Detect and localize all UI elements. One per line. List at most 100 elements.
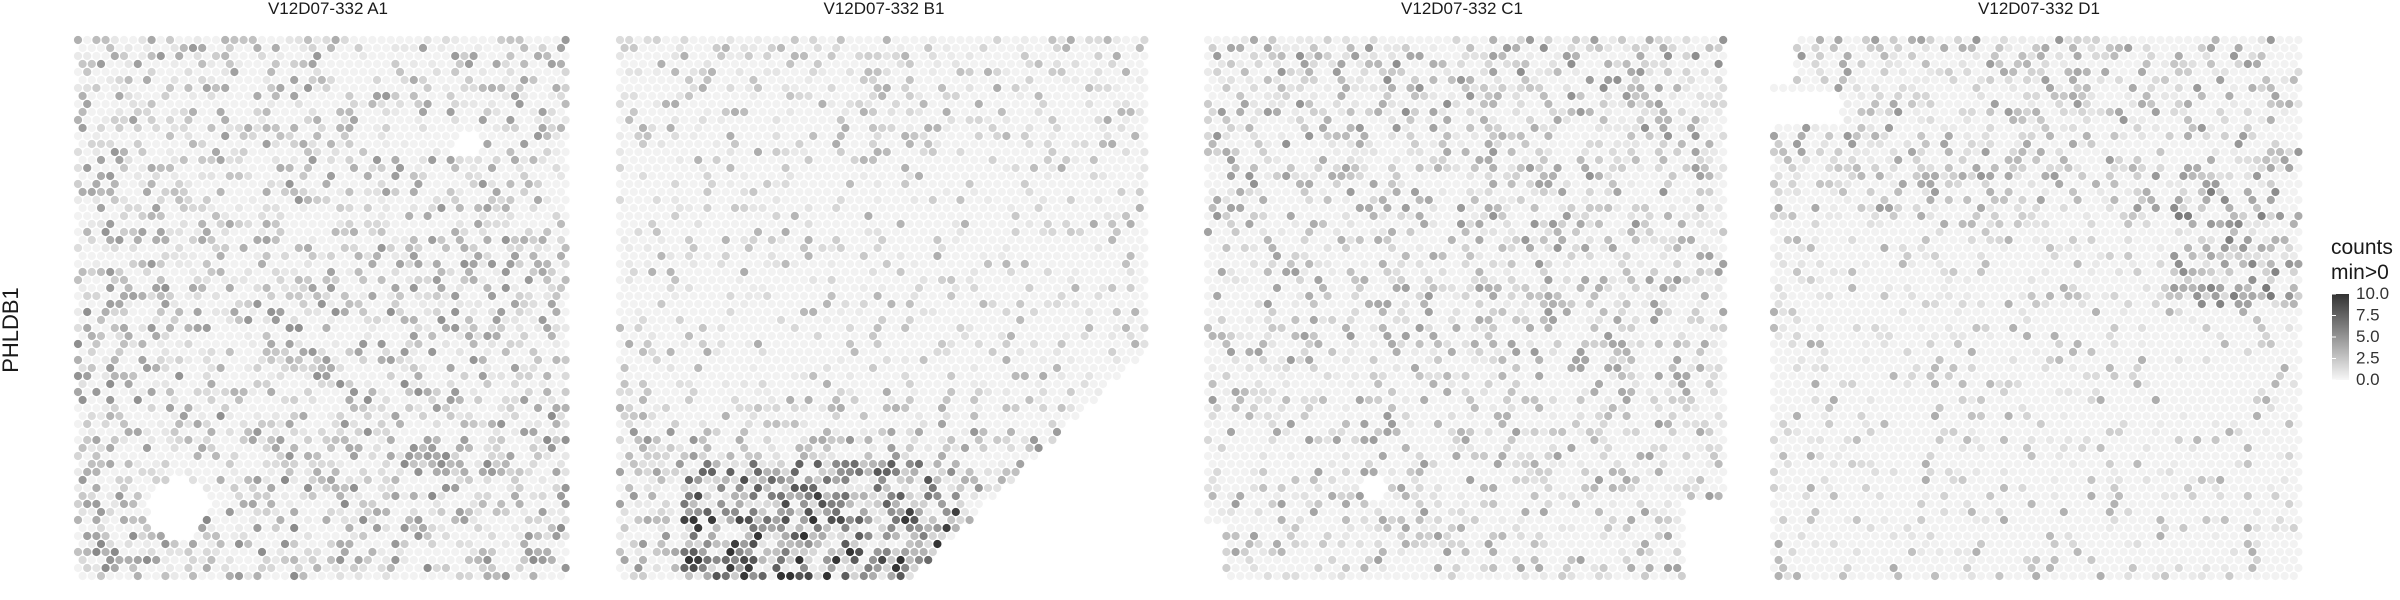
spot [414,323,423,333]
spot [1094,99,1103,109]
spot [271,395,280,405]
spot [1089,123,1098,133]
spot [753,179,763,189]
spot [313,435,322,445]
spot [303,163,313,173]
spot [730,91,740,101]
spot [322,435,331,445]
spot [1117,219,1126,229]
spot [556,43,566,53]
spot [547,283,556,293]
spot [1085,131,1094,141]
spot [721,219,730,229]
spot [395,403,405,413]
spot [395,259,405,269]
spot [340,387,349,397]
spot [230,499,239,509]
spot [1066,211,1075,221]
spot [73,435,83,445]
spot [115,123,124,133]
spot [87,571,96,581]
spot [497,451,506,461]
spot [313,67,322,77]
spot [290,123,299,133]
spot [409,379,418,389]
spot [326,75,336,85]
spot [138,499,147,509]
spot [336,507,345,517]
spot [198,123,207,133]
spot [951,155,960,165]
spot [349,403,359,413]
spot [1080,59,1089,69]
spot [538,155,547,165]
spot [997,59,1006,69]
spot [707,51,717,61]
spot [744,83,753,93]
spot [689,131,698,141]
spot [1089,203,1098,213]
spot [552,355,561,365]
spot [675,155,684,165]
spot [106,379,115,389]
spot [529,235,538,245]
spot [230,291,239,301]
spot [211,99,221,109]
spot [464,427,474,437]
spot [386,147,395,157]
spot [216,219,225,229]
spot [1140,211,1149,221]
spot [198,267,207,277]
spot [78,411,87,421]
spot [680,83,689,93]
spot [694,139,703,149]
spot [326,187,336,197]
spot [294,451,303,461]
spot [712,219,721,229]
spot [533,99,543,109]
spot [483,411,492,421]
spot [979,203,988,213]
spot [487,563,497,573]
spot [267,499,276,509]
spot [873,83,882,93]
spot [680,179,689,189]
spot [179,459,188,469]
spot [1016,155,1025,165]
spot [359,243,368,253]
spot [497,227,506,237]
spot [326,219,336,229]
spot [405,195,414,205]
spot [924,171,933,181]
spot [552,99,561,109]
spot [868,155,878,165]
spot [188,59,198,69]
spot [202,307,211,317]
spot [947,163,956,173]
spot [529,347,538,357]
spot [230,131,239,141]
spot [515,179,524,189]
spot [795,219,804,229]
spot [432,259,441,269]
spot [707,131,717,141]
spot [363,171,372,181]
spot [1140,195,1149,205]
spot [1020,83,1029,93]
spot [414,403,423,413]
spot [506,195,515,205]
spot [294,35,303,45]
spot [1126,203,1135,213]
spot [873,67,882,77]
spot [1062,203,1071,213]
spot [428,475,437,485]
spot [184,259,193,269]
spot [423,419,432,429]
spot [280,267,290,277]
spot [129,323,138,333]
spot [92,499,101,509]
spot [735,163,744,173]
spot [441,131,451,141]
spot [368,531,377,541]
spot [110,259,119,269]
